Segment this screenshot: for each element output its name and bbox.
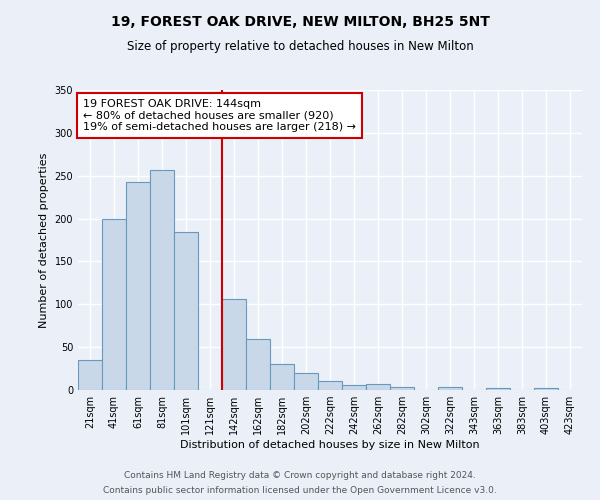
Bar	[150, 170, 174, 390]
Bar	[246, 338, 270, 390]
Bar	[270, 364, 294, 390]
Bar	[342, 385, 366, 390]
Bar	[534, 388, 558, 390]
Y-axis label: Number of detached properties: Number of detached properties	[39, 152, 49, 328]
Bar	[294, 373, 318, 390]
Bar	[438, 386, 462, 390]
Text: Contains public sector information licensed under the Open Government Licence v3: Contains public sector information licen…	[103, 486, 497, 495]
Bar	[102, 220, 126, 390]
Text: Size of property relative to detached houses in New Milton: Size of property relative to detached ho…	[127, 40, 473, 53]
Text: 19 FOREST OAK DRIVE: 144sqm
← 80% of detached houses are smaller (920)
19% of se: 19 FOREST OAK DRIVE: 144sqm ← 80% of det…	[83, 99, 356, 132]
Bar	[222, 299, 246, 390]
Bar	[78, 360, 102, 390]
Bar	[366, 384, 390, 390]
Text: Contains HM Land Registry data © Crown copyright and database right 2024.: Contains HM Land Registry data © Crown c…	[124, 471, 476, 480]
Bar	[174, 232, 198, 390]
Bar	[318, 382, 342, 390]
Bar	[390, 386, 414, 390]
Bar	[486, 388, 510, 390]
X-axis label: Distribution of detached houses by size in New Milton: Distribution of detached houses by size …	[180, 440, 480, 450]
Text: 19, FOREST OAK DRIVE, NEW MILTON, BH25 5NT: 19, FOREST OAK DRIVE, NEW MILTON, BH25 5…	[110, 15, 490, 29]
Bar	[126, 182, 150, 390]
